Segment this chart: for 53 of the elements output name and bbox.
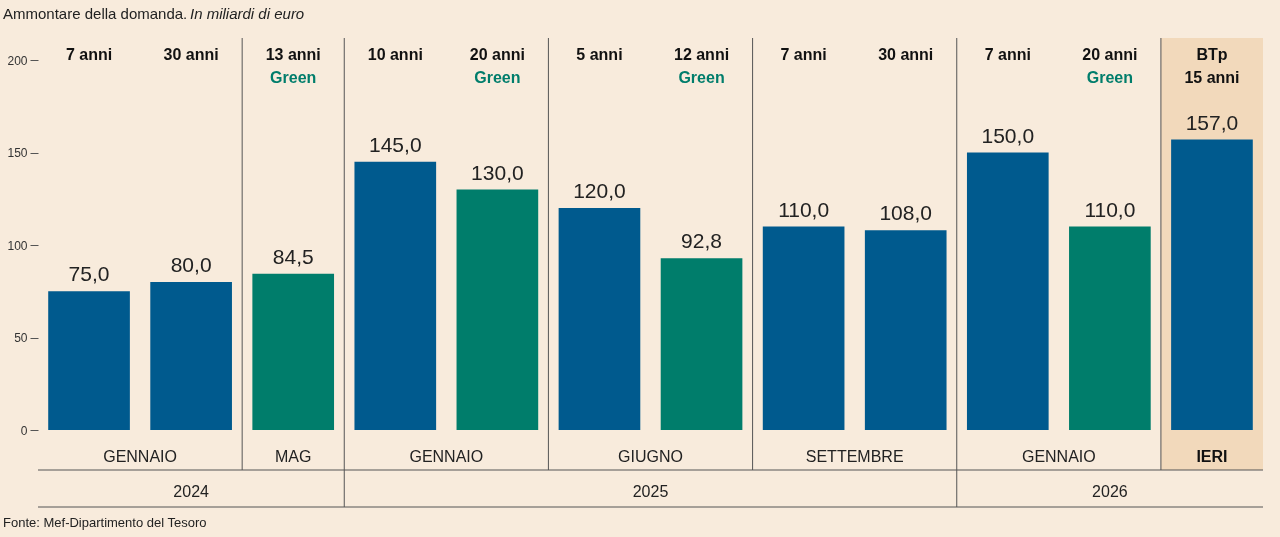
data-label: 110,0 [778,197,830,221]
data-label: 92,8 [681,229,722,253]
bar [864,230,947,430]
source-note: Fonte: Mef-Dipartimento del Tesoro [3,515,207,530]
y-tick-label: 50 [14,331,28,345]
bar [660,258,743,430]
data-label: 145,0 [369,132,422,156]
x-tick-label: 7 anni [780,46,827,63]
text: MAG [274,448,312,465]
x-tick-label: 20 anni Green [469,46,525,86]
data-label: 110,0 [1084,197,1136,221]
data-label: 84,5 [272,244,314,268]
data-label: 130,0 [471,160,524,184]
bar [150,282,232,430]
data-label: 108,0 [879,201,932,225]
x-tick-label: 7 anni [984,46,1031,63]
data-label: 157,0 [1185,110,1239,134]
x-tick-label: 20 anni Green [1082,46,1138,86]
x-tick-label: 13 anni Green [265,46,321,86]
x-tick-label: BTp 15 anni [1184,46,1240,86]
text: GENNAIO [103,448,177,465]
x-tick-label: 5 anni [576,46,623,63]
x-tick-label: 7 anni [65,46,113,63]
data-label: 120,0 [573,179,626,202]
text: SETTEMBRE [805,448,904,465]
bar [48,291,130,430]
bar [762,226,845,430]
data-label: 75,0 [68,262,110,286]
bar [252,273,335,430]
text: GENNAIO [409,448,484,465]
bar [354,161,437,430]
bar [456,189,539,430]
text: 2025 [632,483,669,500]
text: 2024 [173,483,210,500]
bar [1069,226,1151,430]
bar [558,208,641,430]
y-tick-label: 100 [7,238,28,253]
text: GENNAIO [1021,448,1096,465]
data-label: 80,0 [170,253,212,276]
chart-subtitle: In miliardi di euro [190,5,305,22]
y-tick-label: 0 [20,423,28,438]
x-tick-label: 30 anni [163,46,219,63]
bar [966,152,1049,430]
x-tick-label: 10 anni [367,46,423,63]
chart-title: Ammontare della domanda. [3,5,188,22]
x-tick-label: 12 anni Green [673,46,730,86]
y-tick-label: 150 [7,146,28,160]
x-tick-label: 30 anni [878,46,934,63]
text: GIUGNO [618,448,683,465]
data-label: 150,0 [981,123,1035,147]
text: IERI [1196,448,1228,465]
text: 2026 [1092,483,1128,500]
y-tick-label: 200 [7,53,28,68]
